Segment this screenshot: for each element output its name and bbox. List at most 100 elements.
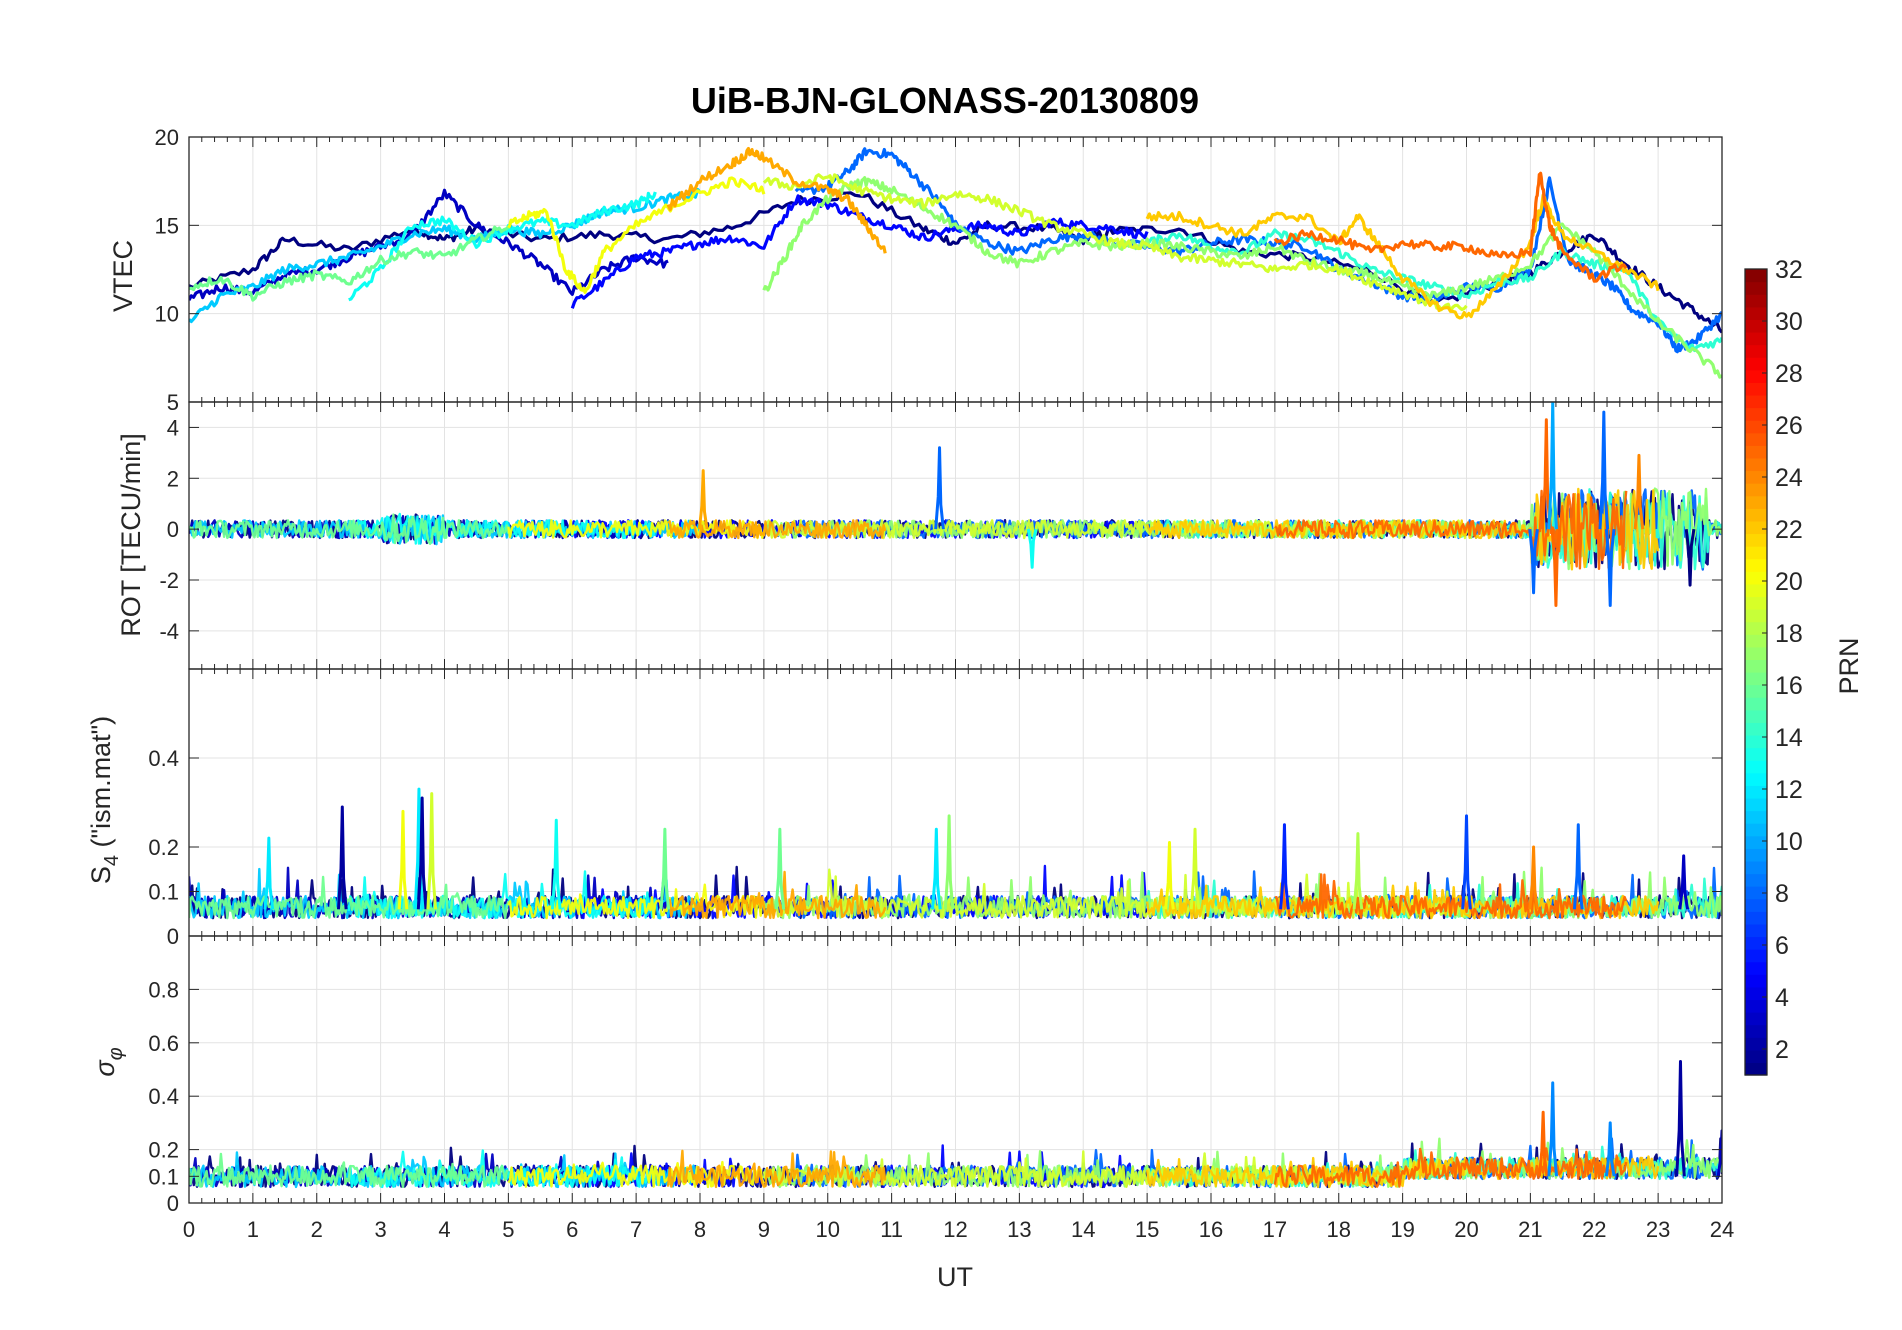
s4-spike [416, 796, 428, 910]
colorbar-segment [1745, 898, 1767, 912]
x-axis-label: UT [937, 1262, 973, 1292]
y-tick-label: 0.2 [148, 835, 179, 860]
x-tick-label: 24 [1710, 1217, 1734, 1242]
s4-spike [943, 814, 955, 910]
colorbar-segment [1745, 520, 1767, 535]
colorbar-segment [1745, 835, 1767, 849]
colorbar-segment [1745, 848, 1767, 862]
x-tick-label: 8 [694, 1217, 706, 1242]
s4-spike [336, 805, 348, 910]
colorbar-segment [1745, 445, 1767, 459]
rot-spike [1528, 528, 1539, 595]
rot-axis-label: ROT [TECU/min] [116, 433, 146, 637]
s4-spike [1189, 827, 1201, 910]
x-tick-label: 21 [1518, 1217, 1542, 1242]
y-tick-label: 0 [167, 517, 179, 542]
colorbar-segment [1745, 621, 1767, 635]
colorbar-segment [1745, 483, 1767, 497]
colorbar-segment [1745, 432, 1767, 446]
colorbar-segment [1745, 684, 1767, 698]
y-tick-label: 10 [155, 302, 179, 327]
rot-spike [1026, 528, 1038, 569]
sigma-phi-spike [1547, 1081, 1559, 1177]
y-tick-label: 20 [155, 125, 179, 150]
x-tick-label: 18 [1327, 1217, 1351, 1242]
x-tick-label: 14 [1071, 1217, 1095, 1242]
colorbar-tick-label: 2 [1775, 1036, 1789, 1064]
vtec-series-prn-19 [762, 173, 1468, 313]
colorbar-segment [1745, 420, 1767, 434]
rot-series-prn-23 [667, 519, 887, 540]
colorbar-segment [1745, 760, 1767, 774]
colorbar-tick-label: 8 [1775, 880, 1789, 908]
rot-spike [1684, 528, 1696, 587]
x-tick-label: 17 [1263, 1217, 1287, 1242]
rot-series-prn-25 [1274, 489, 1628, 570]
s4-spike [263, 836, 275, 910]
colorbar-segment [1745, 470, 1767, 484]
colorbar-segment [1745, 319, 1767, 333]
colorbar-segment [1745, 873, 1767, 887]
colorbar-segment [1745, 722, 1767, 736]
s4-spike [1678, 854, 1689, 910]
colorbar-segment [1745, 734, 1767, 749]
y-tick-label: 0.2 [148, 1138, 179, 1163]
rot-spike [1541, 418, 1552, 530]
colorbar-tick-label: 22 [1775, 516, 1803, 544]
colorbar-tick-label: 26 [1775, 412, 1803, 440]
colorbar-segment [1745, 344, 1767, 358]
x-tick-label: 15 [1135, 1217, 1159, 1242]
sigma-phi-series-prn-16 [189, 1152, 509, 1188]
y-tick-label: 0.4 [148, 1084, 179, 1109]
colorbar-segment [1745, 281, 1767, 295]
rot-spike [697, 469, 709, 530]
y-tick-label: 0.1 [148, 1164, 179, 1189]
sigma-phi-series-prn-23 [666, 1149, 887, 1189]
s4-spike [550, 818, 562, 910]
x-tick-label: 11 [880, 1217, 903, 1242]
sigma-phi-series-prn-20 [507, 1160, 765, 1189]
colorbar-segment [1745, 1037, 1767, 1051]
colorbar-segment [1745, 546, 1767, 560]
s4-series-prn-25 [1274, 873, 1628, 920]
colorbar-segment [1745, 583, 1767, 598]
sigma-phi-panel: 00.10.2 0.4 0.6 0.8 σφ [90, 935, 1723, 1216]
s4-spike [1528, 845, 1539, 910]
y-tick-label: 0 [167, 1191, 179, 1216]
colorbar-segment [1745, 747, 1767, 761]
vtec-series-prn-22 [1145, 193, 1660, 320]
vtec-series-prn-23 [666, 146, 887, 254]
s4-spike [1461, 814, 1472, 910]
colorbar-segment [1745, 495, 1767, 509]
x-tick-label: 12 [943, 1217, 967, 1242]
colorbar-segment [1745, 306, 1767, 320]
y-tick-label: 4 [167, 415, 179, 440]
s4-spike [397, 809, 409, 910]
colorbar-segment [1745, 772, 1767, 786]
colorbar-segment [1745, 923, 1767, 938]
colorbar-segment [1745, 1024, 1767, 1038]
sigma-phi-spike [1716, 1129, 1722, 1177]
colorbar-segment [1745, 646, 1767, 660]
x-tick-label: 1 [247, 1217, 259, 1242]
colorbar-segment [1745, 634, 1767, 648]
y-tick-label: 0.6 [148, 1031, 179, 1056]
s4-panel: 0 0.1 0.2 0.4 S4 ("ism.mat") [86, 668, 1723, 949]
colorbar-tick-label: 24 [1775, 464, 1803, 492]
y-tick-label: 0.8 [148, 977, 179, 1002]
colorbar-segment [1745, 949, 1767, 963]
colorbar-segment [1745, 331, 1767, 346]
colorbar-tick-label: 6 [1775, 932, 1789, 960]
colorbar-segment [1745, 785, 1767, 799]
x-tick-label: 19 [1390, 1217, 1414, 1242]
colorbar-segment [1745, 810, 1767, 824]
colorbar-segment [1745, 357, 1767, 371]
vtec-series-prn-11 [189, 187, 702, 324]
colorbar-segment [1745, 1012, 1767, 1026]
y-tick-label: 2 [167, 466, 179, 491]
x-tick-label: 0 [183, 1217, 195, 1242]
colorbar-segment [1745, 999, 1767, 1013]
colorbar-tick-label: 20 [1775, 568, 1803, 596]
s4-spike [659, 827, 671, 910]
